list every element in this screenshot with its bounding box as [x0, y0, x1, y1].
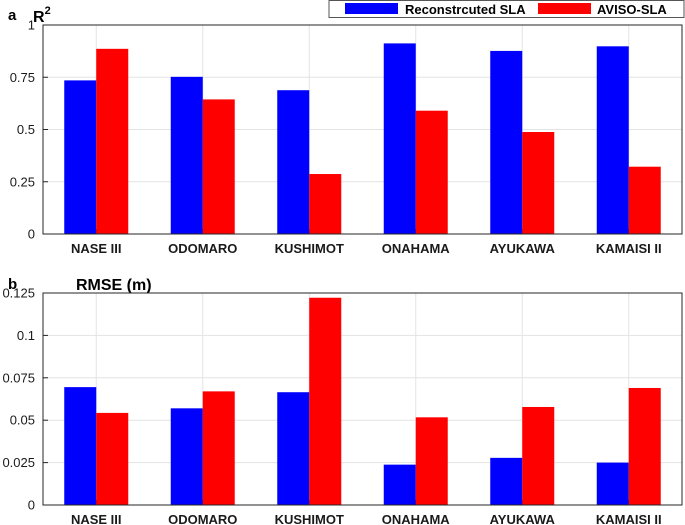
bar-reconstructed [277, 392, 310, 505]
y-tick-label: 0.075 [2, 370, 35, 385]
y-tick-label: 0.1 [17, 328, 35, 343]
bar-aviso [96, 412, 129, 505]
legend: Reconstrcuted SLA AVISO-SLA [328, 0, 685, 18]
y-tick-label: 0.75 [10, 70, 35, 85]
x-tick-label: ONAHAMA [382, 512, 450, 525]
legend-label-reconstructed: Reconstrcuted SLA [405, 2, 526, 17]
bar-reconstructed [383, 464, 416, 505]
bar-reconstructed [170, 408, 203, 505]
x-tick-label: ODOMARO [168, 241, 237, 256]
y-tick-label: 0.025 [2, 455, 35, 470]
y-tick-label: 0.125 [2, 286, 35, 301]
bar-reconstructed [490, 50, 523, 234]
axis-frame [42, 24, 683, 235]
axis-frame [42, 292, 683, 506]
bar-aviso [628, 166, 661, 234]
bar-aviso [415, 417, 448, 505]
y-tick-label: 0.25 [10, 174, 35, 189]
x-tick-label: KUSHIMOT [275, 512, 344, 525]
legend-box [328, 0, 685, 18]
x-tick-label: NASE III [71, 512, 122, 525]
bar-aviso [628, 387, 661, 505]
plot-area [43, 293, 682, 505]
legend-swatch-reconstructed [345, 3, 398, 14]
bar-aviso [202, 99, 235, 235]
panel-a-plot: 0 0.25 0.5 0.75 1 NASE III ODOMARO KUSHIMOT ONAH… [10, 18, 683, 256]
x-tick-label: NASE III [71, 241, 122, 256]
y-tick-label: 0.05 [10, 413, 35, 428]
bar-reconstructed [170, 76, 203, 234]
x-tick-label: KAMAISI II [596, 241, 662, 256]
bar-aviso [309, 174, 342, 234]
x-tick-label: AYUKAWA [490, 241, 556, 256]
bar-reconstructed [490, 457, 523, 505]
y-tick-label: 0 [28, 498, 35, 513]
bar-aviso [522, 132, 555, 234]
x-tick-label: ONAHAMA [382, 241, 450, 256]
bar-reconstructed [596, 46, 629, 235]
legend-swatch-aviso [538, 3, 591, 14]
y-tick-label: 0.5 [17, 122, 35, 137]
legend-label-aviso: AVISO-SLA [597, 2, 667, 17]
panel-a-letter: a [8, 7, 17, 24]
bar-aviso [202, 391, 235, 505]
panel-b-title: RMSE (m) [76, 277, 152, 294]
bar-reconstructed [64, 80, 97, 234]
x-tick-label: KUSHIMOT [275, 241, 344, 256]
panel-b-letter: b [8, 276, 17, 293]
bar-aviso [522, 406, 555, 505]
bar-reconstructed [383, 43, 416, 234]
x-tick-label: AYUKAWA [490, 512, 556, 525]
panel-a-title: R2 [33, 5, 51, 26]
x-tick-label: ODOMARO [168, 512, 237, 525]
bar-aviso [415, 110, 448, 234]
bar-reconstructed [277, 90, 310, 234]
bar-aviso [309, 297, 342, 505]
y-tick-label: 0 [28, 227, 35, 242]
x-tick-label: KAMAISI II [596, 512, 662, 525]
panel-a-title-superscript: 2 [45, 5, 51, 17]
panel-b-plot: 0 0.025 0.05 0.075 0.1 0.125 NASE III ODOMARO KU… [2, 286, 683, 525]
y-tick-label: 1 [28, 18, 35, 33]
bar-reconstructed [596, 462, 629, 505]
bar-reconstructed [64, 387, 97, 505]
bar-aviso [96, 48, 129, 234]
panel-a-title-base: R [33, 9, 45, 26]
